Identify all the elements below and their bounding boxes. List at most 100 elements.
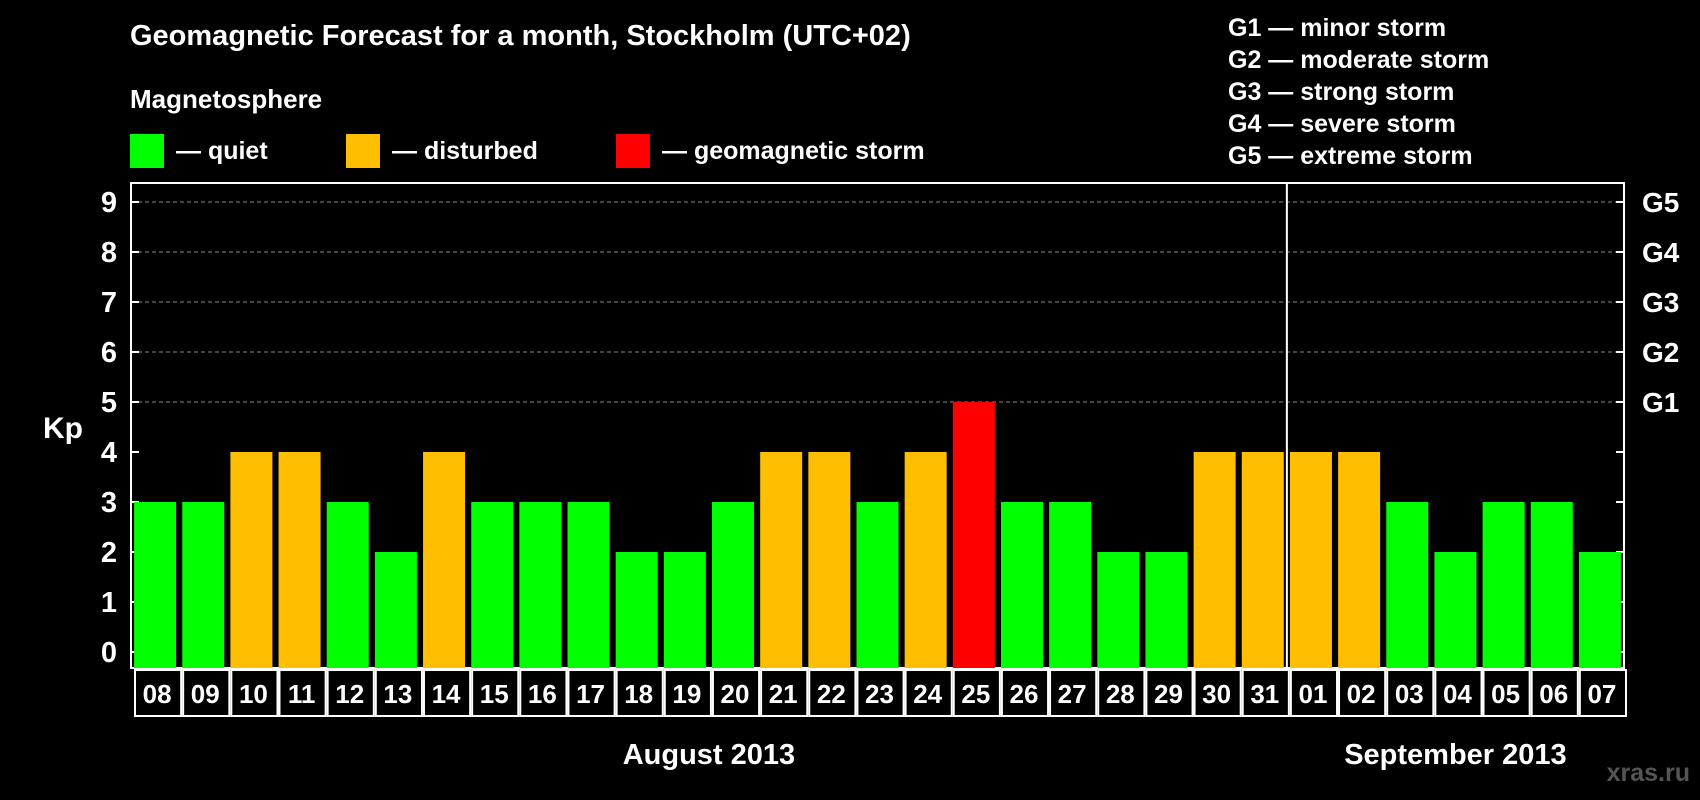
bar — [904, 452, 947, 668]
date-box — [952, 669, 1001, 717]
date-label: 19 — [672, 679, 701, 709]
legend-quiet-label: — quiet — [176, 136, 268, 165]
date-box — [1241, 669, 1290, 717]
date-box — [615, 669, 664, 717]
y-tick-label: 7 — [101, 287, 117, 319]
date-label: 08 — [143, 679, 172, 709]
date-label: 05 — [1491, 679, 1520, 709]
date-box — [1338, 669, 1387, 717]
y-tick-label: 0 — [101, 637, 117, 669]
date-box — [1386, 669, 1435, 717]
date-label: 29 — [1154, 679, 1183, 709]
g-scale-label: G5 — [1642, 187, 1679, 218]
bar — [808, 452, 851, 668]
bar — [1578, 552, 1621, 668]
date-label: 10 — [239, 679, 268, 709]
bar — [519, 502, 562, 668]
date-label: 24 — [913, 679, 942, 709]
legend-disturbed: — disturbed — [346, 134, 538, 168]
date-box — [1434, 669, 1483, 717]
storm-scale-legend: G1 — minor storm G2 — moderate storm G3 … — [1228, 12, 1489, 172]
bar — [1097, 552, 1140, 668]
bar — [952, 402, 995, 668]
legend-storm: — geomagnetic storm — [616, 134, 925, 168]
month-label: September 2013 — [1344, 739, 1566, 771]
date-label: 25 — [961, 679, 990, 709]
y-tick-label: 2 — [101, 537, 117, 569]
date-box — [134, 669, 183, 717]
storm-scale-g2: G2 — moderate storm — [1228, 46, 1490, 74]
date-box — [1530, 669, 1579, 717]
bar — [1049, 502, 1092, 668]
bar — [663, 552, 706, 668]
date-box — [182, 669, 231, 717]
date-box — [422, 669, 472, 717]
bar — [1434, 552, 1477, 668]
legend-disturbed-label: — disturbed — [392, 136, 538, 165]
date-label: 23 — [865, 679, 894, 709]
bar — [1530, 502, 1573, 668]
date-label: 22 — [817, 679, 846, 709]
y-tick-label: 1 — [101, 587, 117, 619]
y-tick-label: 3 — [101, 487, 117, 519]
date-label: 13 — [383, 679, 412, 709]
date-label: 21 — [769, 679, 798, 709]
date-box — [1193, 669, 1242, 717]
date-box — [856, 669, 905, 717]
date-label: 28 — [1106, 679, 1135, 709]
date-label: 01 — [1298, 679, 1327, 709]
watermark: xras.ru — [1606, 759, 1690, 787]
storm-scale-g5: G5 — extreme storm — [1228, 142, 1473, 170]
bar — [230, 452, 273, 668]
bar — [1482, 502, 1525, 668]
bar — [615, 552, 658, 668]
date-box — [519, 669, 568, 717]
date-box — [1289, 669, 1339, 717]
date-label: 12 — [335, 679, 364, 709]
date-box — [808, 669, 857, 717]
date-label: 15 — [480, 679, 509, 709]
date-box — [278, 669, 327, 717]
bar — [1145, 552, 1188, 668]
date-label: 06 — [1539, 679, 1568, 709]
g-scale-label: G2 — [1642, 337, 1679, 368]
bar — [1000, 502, 1043, 668]
bar — [1338, 452, 1381, 668]
bar — [1386, 502, 1429, 668]
bar — [712, 502, 755, 668]
bar — [326, 502, 369, 668]
g-scale-label: G3 — [1642, 287, 1679, 318]
bar — [1289, 452, 1332, 668]
date-box — [1097, 669, 1146, 717]
y-axis-label: Kp — [43, 412, 83, 445]
bar — [182, 502, 225, 668]
date-box — [326, 669, 375, 717]
date-label: 27 — [1058, 679, 1087, 709]
storm-scale-g1: G1 — minor storm — [1228, 14, 1447, 42]
date-box — [1145, 669, 1194, 717]
chart-title: Geomagnetic Forecast for a month, Stockh… — [130, 20, 911, 52]
legend-storm-label: — geomagnetic storm — [662, 136, 925, 165]
bar — [760, 452, 803, 668]
storm-scale-g4: G4 — severe storm — [1228, 110, 1456, 138]
bar — [423, 452, 466, 668]
date-box — [1049, 669, 1098, 717]
storm-swatch — [616, 134, 650, 168]
date-label: 11 — [288, 679, 316, 709]
y-tick-label: 4 — [101, 437, 117, 469]
date-label: 07 — [1587, 679, 1616, 709]
g-scale-label: G1 — [1642, 387, 1679, 418]
date-label: 02 — [1347, 679, 1376, 709]
y-tick-label: 6 — [101, 337, 117, 369]
date-box — [663, 669, 712, 717]
date-box — [711, 669, 761, 717]
date-box — [471, 669, 520, 717]
date-label: 30 — [1202, 679, 1231, 709]
date-label: 09 — [191, 679, 220, 709]
date-label: 18 — [624, 679, 653, 709]
date-box — [567, 669, 616, 717]
g-scale-label: G4 — [1642, 237, 1680, 268]
month-label: August 2013 — [623, 739, 795, 771]
date-box — [1578, 669, 1628, 717]
